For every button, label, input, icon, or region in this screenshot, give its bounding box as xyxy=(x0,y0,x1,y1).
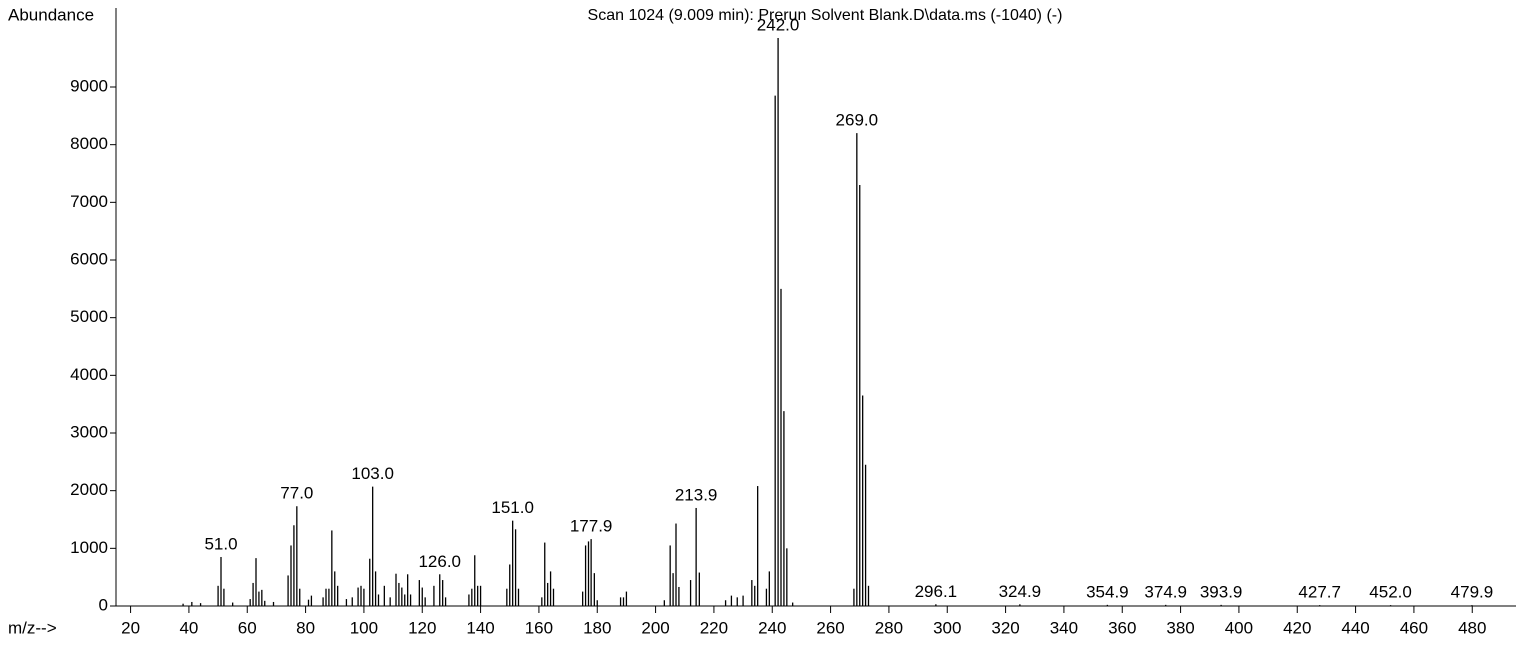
x-tick-label: 380 xyxy=(1166,618,1194,637)
peak-label: 242.0 xyxy=(757,15,800,34)
y-tick-label: 4000 xyxy=(70,365,108,384)
x-tick-label: 360 xyxy=(1108,618,1136,637)
peak-label: 452.0 xyxy=(1369,583,1412,602)
x-tick-label: 240 xyxy=(758,618,786,637)
y-tick-label: 2000 xyxy=(70,480,108,499)
x-tick-label: 60 xyxy=(238,618,257,637)
x-tick-label: 180 xyxy=(583,618,611,637)
x-axis-label: m/z--> xyxy=(8,618,57,637)
peak-label: 354.9 xyxy=(1086,582,1129,601)
y-tick-label: 3000 xyxy=(70,422,108,441)
x-tick-label: 160 xyxy=(525,618,553,637)
x-tick-label: 420 xyxy=(1283,618,1311,637)
x-tick-label: 300 xyxy=(933,618,961,637)
peak-label: 296.1 xyxy=(915,582,958,601)
y-tick-label: 0 xyxy=(99,595,108,614)
x-tick-label: 80 xyxy=(296,618,315,637)
peak-label: 393.9 xyxy=(1200,582,1243,601)
x-tick-label: 40 xyxy=(179,618,198,637)
peak-label: 77.0 xyxy=(280,484,313,503)
x-tick-label: 100 xyxy=(350,618,378,637)
x-tick-label: 20 xyxy=(121,618,140,637)
y-tick-label: 9000 xyxy=(70,76,108,95)
x-tick-label: 400 xyxy=(1225,618,1253,637)
x-tick-label: 440 xyxy=(1341,618,1369,637)
x-tick-label: 120 xyxy=(408,618,436,637)
y-tick-label: 5000 xyxy=(70,307,108,326)
x-tick-label: 260 xyxy=(816,618,844,637)
y-tick-label: 1000 xyxy=(70,538,108,557)
x-tick-label: 320 xyxy=(991,618,1019,637)
y-tick-label: 7000 xyxy=(70,192,108,211)
x-tick-label: 140 xyxy=(466,618,494,637)
y-tick-label: 8000 xyxy=(70,134,108,153)
x-tick-label: 480 xyxy=(1458,618,1486,637)
peak-label: 51.0 xyxy=(204,534,237,553)
x-tick-label: 200 xyxy=(641,618,669,637)
peak-label: 324.9 xyxy=(999,582,1042,601)
peak-label: 427.7 xyxy=(1298,583,1341,602)
peak-label: 479.9 xyxy=(1451,583,1494,602)
peak-label: 213.9 xyxy=(675,485,718,504)
peak-label: 126.0 xyxy=(418,552,461,571)
x-tick-label: 280 xyxy=(875,618,903,637)
y-axis-label: Abundance xyxy=(8,5,94,24)
peak-label: 269.0 xyxy=(836,111,879,130)
chart-title: Scan 1024 (9.009 min): Prerun Solvent Bl… xyxy=(588,7,1063,24)
x-tick-label: 220 xyxy=(700,618,728,637)
peak-label: 151.0 xyxy=(491,498,534,517)
peak-label: 103.0 xyxy=(351,464,394,483)
peak-label: 177.9 xyxy=(570,517,613,536)
x-tick-label: 460 xyxy=(1400,618,1428,637)
y-tick-label: 6000 xyxy=(70,249,108,268)
x-tick-label: 340 xyxy=(1050,618,1078,637)
peak-label: 374.9 xyxy=(1144,582,1187,601)
